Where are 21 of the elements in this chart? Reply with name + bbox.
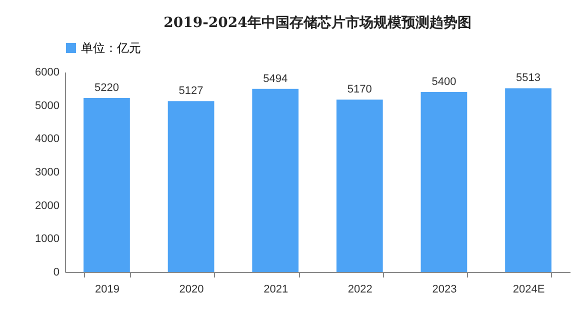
y-tick-label: 2000 [35, 200, 60, 212]
y-tick-label: 4000 [35, 133, 60, 146]
data-label: 5513 [516, 72, 541, 84]
x-tick-label: 2024E [512, 284, 545, 296]
data-label: 5220 [94, 82, 119, 94]
x-tick-label: 2019 [94, 284, 120, 296]
y-tick-label: 1000 [35, 233, 60, 246]
data-label: 5127 [178, 85, 204, 98]
y-tick-label: 3000 [35, 166, 60, 178]
x-tick-label: 2020 [179, 284, 204, 296]
x-tick-label: 2023 [432, 284, 457, 296]
x-tick-label: 2021 [264, 284, 288, 296]
chart-title: 2019-2024年中国存储芯片市场规模预测趋势图 [164, 14, 472, 31]
data-label: 5170 [347, 84, 372, 96]
x-tick-label: 2022 [348, 284, 372, 296]
y-tick-label: 5000 [35, 100, 60, 112]
y-tick-label: 6000 [35, 66, 60, 78]
data-label: 5494 [263, 72, 288, 85]
data-label: 5400 [432, 76, 456, 88]
legend-label: 单位：亿元 [81, 41, 141, 55]
y-tick-label: 0 [53, 266, 60, 278]
